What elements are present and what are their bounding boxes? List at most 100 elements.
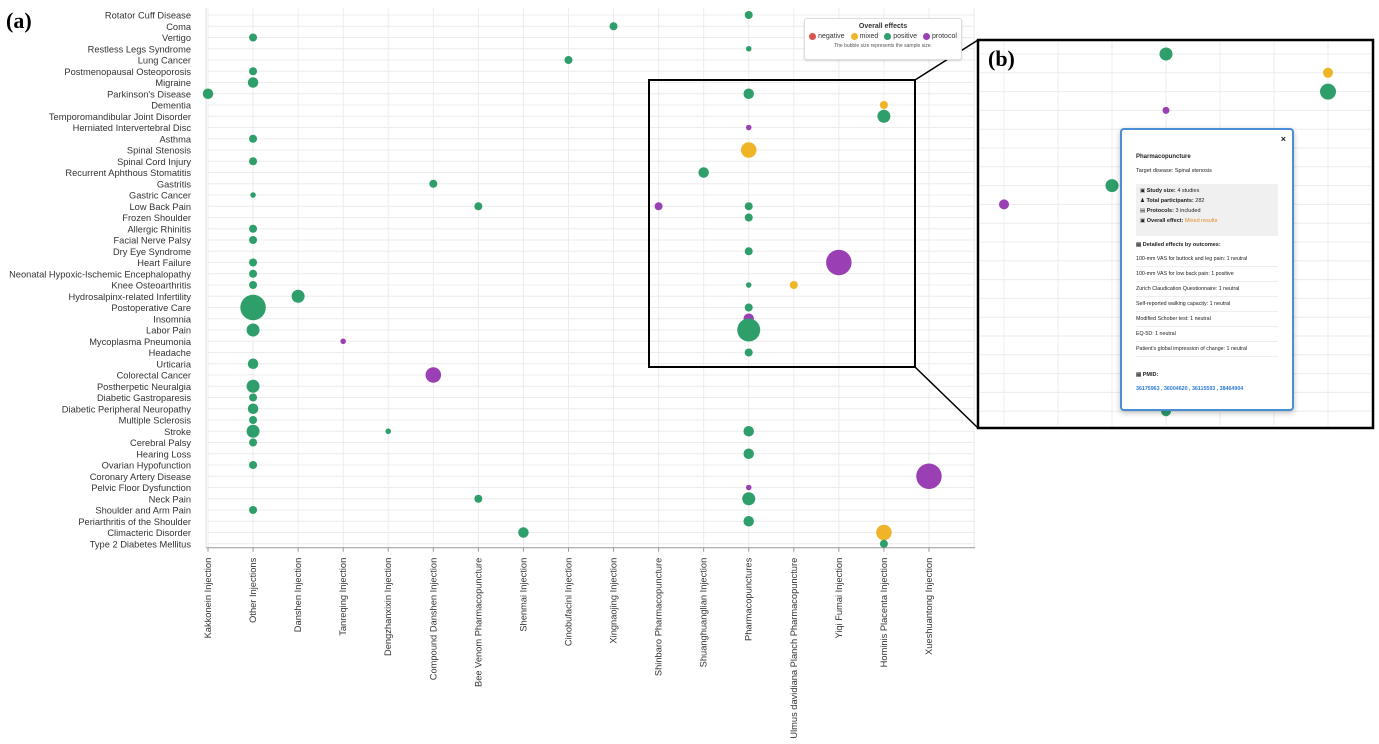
bubble-positive[interactable] bbox=[249, 269, 258, 278]
zoom-bubble-protocol[interactable] bbox=[1162, 106, 1170, 114]
bubble-positive[interactable] bbox=[877, 109, 891, 123]
bubble-mixed[interactable] bbox=[876, 524, 892, 541]
y-tick-label: Postmenopausal Osteoporosis bbox=[64, 67, 191, 77]
detail-tooltip: × Pharmacopuncture Target disease: Spina… bbox=[1120, 128, 1294, 411]
y-tick-label: Colorectal Cancer bbox=[117, 371, 191, 381]
bubble-mixed[interactable] bbox=[740, 142, 757, 158]
bubble-mixed[interactable] bbox=[789, 281, 798, 289]
y-tick-label: Dry Eye Syndrome bbox=[113, 247, 191, 257]
bubble-positive[interactable] bbox=[249, 224, 258, 233]
bubble-positive[interactable] bbox=[743, 448, 754, 460]
bubble-positive[interactable] bbox=[744, 247, 753, 256]
bubble-positive[interactable] bbox=[246, 424, 260, 438]
zoom-bubble-positive[interactable] bbox=[1159, 47, 1173, 61]
bubble-positive[interactable] bbox=[202, 88, 214, 100]
bubble-positive[interactable] bbox=[249, 506, 258, 514]
study-size-row: ▣ Study size: 4 studies bbox=[1140, 188, 1200, 194]
bubble-protocol[interactable] bbox=[826, 249, 852, 276]
bubble-positive[interactable] bbox=[745, 46, 752, 52]
bubble-positive[interactable] bbox=[429, 179, 438, 188]
bubble-positive[interactable] bbox=[249, 281, 258, 289]
effect-value: Mixed results bbox=[1184, 218, 1218, 224]
y-tick-label: Mycoplasma Pneumonia bbox=[89, 337, 192, 347]
bubble-positive[interactable] bbox=[291, 289, 305, 303]
close-icon[interactable]: × bbox=[1280, 134, 1286, 144]
bubble-positive[interactable] bbox=[609, 22, 618, 31]
legend-dot-icon bbox=[884, 33, 892, 40]
zoom-bubble-positive[interactable] bbox=[1105, 179, 1119, 193]
protocols-label: Protocols: bbox=[1146, 208, 1174, 214]
bubble-positive[interactable] bbox=[249, 438, 258, 447]
outcome-item: 100-mm VAS for low back pain: 1 positive bbox=[1136, 267, 1278, 282]
bubble-positive[interactable] bbox=[249, 461, 258, 469]
y-tick-label: Gastritis bbox=[157, 179, 191, 189]
y-tick-label: Facial Nerve Palsy bbox=[114, 236, 192, 246]
bubble-positive[interactable] bbox=[249, 236, 258, 244]
participants-value: 282 bbox=[1195, 198, 1205, 204]
bubble-protocol[interactable] bbox=[654, 202, 663, 211]
bubble-positive[interactable] bbox=[249, 157, 258, 166]
bubble-positive[interactable] bbox=[249, 416, 258, 424]
bubble-positive[interactable] bbox=[743, 88, 754, 100]
bubble-positive[interactable] bbox=[249, 393, 258, 402]
bubble-positive[interactable] bbox=[698, 167, 709, 178]
bubble-positive[interactable] bbox=[745, 282, 752, 288]
y-tick-label: Multiple Sclerosis bbox=[119, 416, 192, 426]
bubble-positive[interactable] bbox=[247, 77, 259, 88]
bubble-positive[interactable] bbox=[742, 492, 756, 506]
bubble-positive[interactable] bbox=[743, 426, 754, 437]
bubble-positive[interactable] bbox=[744, 348, 753, 357]
x-tick-label: Shinbaro Pharmacopuncture bbox=[654, 558, 664, 676]
legend-dot-icon bbox=[922, 33, 930, 40]
pmid-links[interactable]: 36175963 , 36004620 , 36115593 , 3846490… bbox=[1136, 386, 1244, 392]
bubble-positive[interactable] bbox=[744, 213, 753, 222]
y-tick-label: Hydrosalpinx-related Infertility bbox=[69, 292, 192, 302]
x-tick-label: Xueshuantong Injection bbox=[924, 558, 934, 655]
x-tick-label: Xingnaojing Injection bbox=[609, 558, 619, 644]
y-tick-label: Herniated Intervertebral Disc bbox=[73, 123, 192, 133]
bubble-positive[interactable] bbox=[249, 67, 258, 76]
bubble-positive[interactable] bbox=[250, 192, 256, 198]
bubble-positive[interactable] bbox=[240, 294, 266, 321]
bubble-protocol[interactable] bbox=[916, 463, 942, 490]
bubble-positive[interactable] bbox=[247, 358, 259, 370]
bubble-positive[interactable] bbox=[249, 258, 258, 267]
bubble-protocol[interactable] bbox=[340, 338, 346, 345]
y-tick-label: Frozen Shoulder bbox=[122, 213, 191, 223]
outcomes-list: 100-mm VAS for buttock and leg pain: 1 n… bbox=[1136, 252, 1278, 357]
y-tick-label: Postherpetic Neuralgia bbox=[97, 382, 192, 392]
bubble-positive[interactable] bbox=[737, 318, 761, 342]
y-tick-label: Cerebral Palsy bbox=[130, 438, 191, 448]
bubble-positive[interactable] bbox=[518, 527, 529, 538]
bubble-positive[interactable] bbox=[249, 33, 258, 42]
bubble-positive[interactable] bbox=[744, 11, 753, 19]
bubble-mixed[interactable] bbox=[879, 101, 888, 109]
bubble-positive[interactable] bbox=[474, 494, 483, 503]
zoom-bubble-positive[interactable] bbox=[1320, 83, 1336, 100]
bubble-positive[interactable] bbox=[247, 403, 259, 415]
bubble-positive[interactable] bbox=[246, 379, 260, 393]
bubble-positive[interactable] bbox=[249, 134, 258, 143]
effect-row: ▣ Overall effect: Mixed results bbox=[1140, 218, 1218, 224]
bubble-positive[interactable] bbox=[744, 202, 753, 211]
bubble-protocol[interactable] bbox=[425, 367, 442, 383]
y-tick-label: Temporomandibular Joint Disorder bbox=[49, 112, 191, 122]
bubble-positive[interactable] bbox=[474, 202, 483, 211]
y-tick-label: Insomnia bbox=[153, 314, 192, 324]
bubble-positive[interactable] bbox=[743, 516, 754, 527]
bubble-positive[interactable] bbox=[385, 428, 391, 435]
panel-b-label: (b) bbox=[988, 46, 1015, 71]
bubble-protocol[interactable] bbox=[745, 124, 752, 131]
y-tick-label: Rotator Cuff Disease bbox=[105, 11, 191, 21]
zoom-bubble-mixed[interactable] bbox=[1323, 67, 1333, 78]
bubble-positive[interactable] bbox=[879, 539, 888, 548]
bubble-positive[interactable] bbox=[564, 56, 573, 64]
bubble-positive[interactable] bbox=[744, 303, 753, 312]
pmid-label: PMID: bbox=[1142, 372, 1159, 378]
y-tick-label: Diabetic Gastroparesis bbox=[97, 393, 191, 403]
bubble-protocol[interactable] bbox=[745, 484, 752, 491]
bubble-positive[interactable] bbox=[246, 323, 260, 337]
x-tick-label: Ulmus davidiana Planch Pharmacopuncture bbox=[789, 558, 799, 739]
zoom-bubble-protocol[interactable] bbox=[999, 199, 1009, 210]
y-tick-label: Labor Pain bbox=[146, 326, 191, 336]
